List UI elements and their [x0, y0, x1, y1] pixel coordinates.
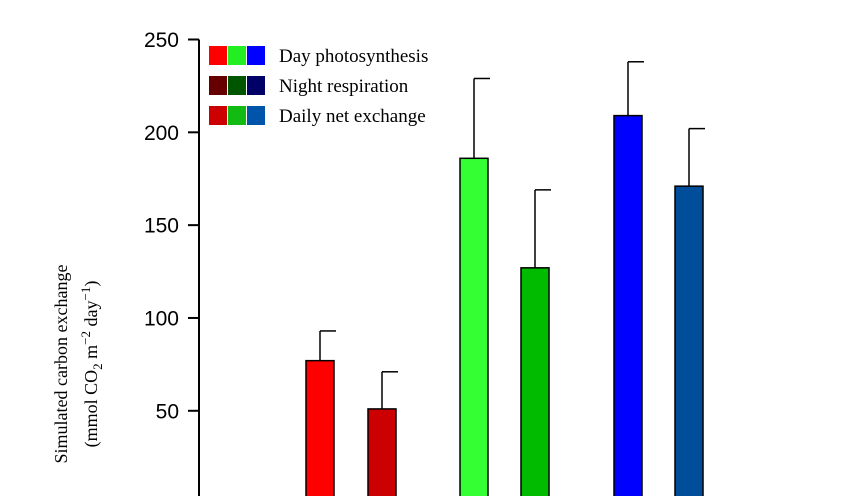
- y-axis: 0 50 100 150 200 250: [144, 29, 200, 496]
- legend-swatch: [228, 46, 246, 65]
- legend-label: Day photosynthesis: [279, 46, 428, 67]
- y-axis-label-line1: Simulated carbon exchange: [51, 265, 71, 464]
- y-tick-label: 0: [167, 493, 179, 496]
- bar: [613, 114, 643, 496]
- y-tick-label: 150: [144, 215, 179, 238]
- legend-swatch: [209, 76, 227, 95]
- legend-label: Night respiration: [279, 76, 409, 97]
- legend-swatch: [228, 76, 246, 95]
- bar: [674, 185, 704, 496]
- y-tick-label: 50: [156, 400, 179, 423]
- legend-swatch: [247, 106, 265, 125]
- bar: [520, 267, 550, 496]
- bar: [305, 359, 335, 496]
- legend-swatch: [247, 46, 265, 65]
- y-axis-label-line2: (mmol CO2 m−2 day−1): [78, 281, 105, 448]
- y-tick-label: 200: [144, 122, 179, 145]
- bar: [367, 408, 397, 496]
- bars: [305, 61, 705, 496]
- legend-swatch: [247, 76, 265, 95]
- bar: [459, 157, 489, 496]
- legend: Day photosynthesis Night respiration Daily…: [209, 46, 428, 127]
- legend-swatch: [209, 46, 227, 65]
- legend-swatch: [228, 106, 246, 125]
- y-tick-label: 250: [144, 29, 179, 52]
- legend-label: Daily net exchange: [279, 106, 426, 127]
- y-tick-label: 100: [144, 307, 179, 330]
- legend-swatch: [209, 106, 227, 125]
